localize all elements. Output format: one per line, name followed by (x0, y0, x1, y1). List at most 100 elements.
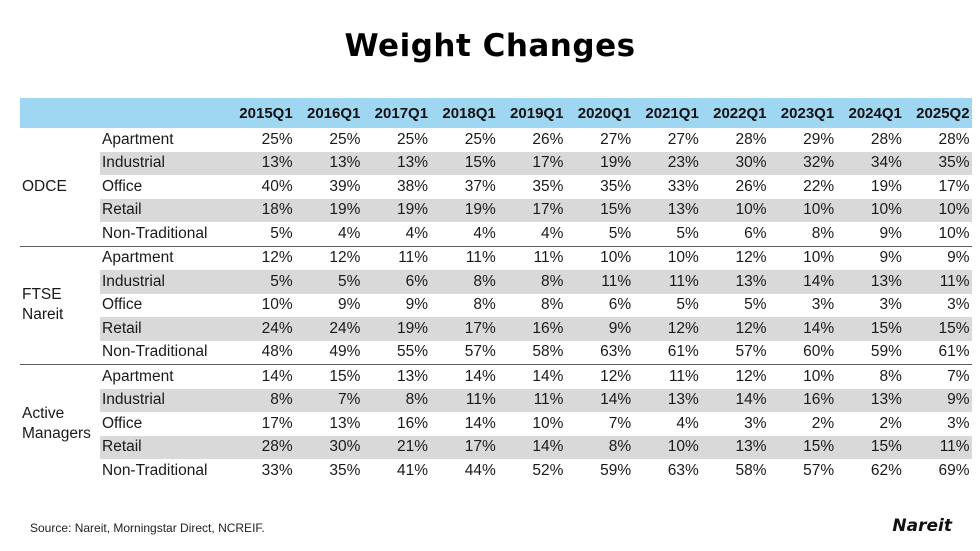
value-cell: 11% (362, 245, 431, 270)
sector-label: Office (102, 414, 143, 432)
value-cell: 13% (836, 388, 904, 412)
value-cell: 10% (768, 198, 837, 222)
column-header: 2020Q1 (565, 98, 634, 128)
value-cell: 30% (700, 151, 769, 175)
table-row: Non-Traditional 33% 35% 41% 44% 52% 59% 63% 58% 5… (20, 459, 972, 483)
table-row: Retail 24% 24% 19% 17% 16% 9% 12% 12% 14% 15% 15% (20, 317, 972, 341)
value-cell: 14% (497, 364, 566, 389)
sector-label: Apartment (100, 364, 227, 389)
value-cell: 21% (362, 435, 431, 459)
value-cell: 16% (768, 388, 837, 412)
value-cell: 14% (227, 364, 295, 389)
value-cell: 39% (329, 177, 361, 195)
value-cell: 18% (227, 198, 295, 222)
value-cell: 4% (676, 414, 699, 432)
value-cell: 29% (803, 130, 835, 148)
column-header: 2017Q1 (362, 98, 431, 128)
value-cell: 3% (744, 414, 767, 432)
value-cell: 12% (700, 364, 769, 389)
value-cell: 19% (294, 198, 363, 222)
table-row: Retail 18% 19% 19% 19% 17% 15% 13% 10% 10% 10% 10% (20, 198, 972, 222)
sector-label: Retail (100, 317, 227, 341)
value-cell: 15% (294, 364, 363, 389)
table-header-row: 2015Q1 2016Q1 2017Q1 2018Q1 2019Q1 2020Q1 2021… (20, 98, 972, 128)
value-cell: 13% (362, 364, 431, 389)
value-cell: 14% (768, 270, 837, 294)
value-cell: 14% (430, 364, 498, 389)
value-cell: 19% (870, 177, 902, 195)
table-row: Retail 28% 30% 21% 17% 14% 8% 10% 13% 15% 15% 11% (20, 435, 972, 459)
value-cell: 57% (464, 343, 496, 361)
value-cell: 11% (903, 270, 972, 294)
value-cell: 4% (405, 224, 429, 242)
value-cell: 9% (565, 317, 634, 341)
value-cell: 7% (608, 414, 632, 432)
value-cell: 11% (633, 364, 701, 389)
value-cell: 17% (938, 177, 970, 195)
value-cell: 24% (227, 317, 295, 341)
value-cell: 9% (836, 245, 904, 270)
value-cell: 16% (397, 414, 429, 432)
value-cell: 10% (633, 245, 701, 270)
sector-label: Non-Traditional (102, 343, 208, 361)
value-cell: 37% (464, 177, 496, 195)
value-cell: 61% (938, 343, 970, 361)
value-cell: 40% (261, 177, 293, 195)
value-cell: 5% (270, 224, 293, 242)
value-cell: 52% (532, 461, 564, 479)
table-row: FTSE Nareit Apartment 12% 12% 11% 11% 11% 10% 10%… (20, 245, 972, 365)
value-cell: 9% (903, 388, 972, 412)
value-cell: 28% (735, 130, 767, 148)
sector-label: Retail (100, 435, 227, 459)
value-cell: 7% (903, 364, 972, 389)
value-cell: 44% (464, 461, 496, 479)
value-cell: 11% (497, 245, 566, 270)
value-cell: 25% (464, 130, 496, 148)
value-cell: 9% (405, 296, 429, 314)
value-cell: 9% (903, 245, 972, 270)
value-cell: 5% (227, 270, 295, 294)
sector-label: Industrial (100, 270, 227, 294)
value-cell: 49% (329, 343, 361, 361)
group-label: FTSE Nareit (20, 245, 100, 365)
value-cell: 26% (735, 177, 767, 195)
source-note: Source: Nareit, Morningstar Direct, NCRE… (30, 521, 265, 535)
column-header: 2022Q1 (700, 98, 769, 128)
value-cell: 12% (700, 317, 769, 341)
value-cell: 5% (744, 296, 767, 314)
value-cell: 14% (464, 414, 496, 432)
value-cell: 63% (600, 343, 632, 361)
group-label: ODCE (22, 177, 67, 195)
value-cell: 4% (541, 224, 564, 242)
column-header: 2023Q1 (768, 98, 837, 128)
table-row: ODCE Apartment 25% 25% 25% 25% 26% 27% 27% 28% 29%… (20, 128, 972, 195)
value-cell: 12% (633, 317, 701, 341)
value-cell: 15% (903, 317, 972, 341)
value-cell: 10% (700, 198, 769, 222)
value-cell: 41% (397, 461, 429, 479)
value-cell: 22% (803, 177, 835, 195)
value-cell: 11% (633, 270, 701, 294)
sector-label: Industrial (100, 388, 227, 412)
value-cell: 57% (735, 343, 767, 361)
value-cell: 8% (430, 270, 498, 294)
sector-label: Apartment (100, 245, 227, 270)
value-cell: 15% (565, 198, 634, 222)
value-cell: 10% (768, 245, 837, 270)
value-cell: 3% (811, 296, 835, 314)
value-cell: 8% (227, 388, 295, 412)
value-cell: 33% (667, 177, 699, 195)
value-cell: 35% (600, 177, 632, 195)
value-cell: 59% (870, 343, 902, 361)
table-row: Industrial 8% 7% 8% 11% 11% 14% 13% 14% 16% 13% 9% (20, 388, 972, 412)
value-cell: 35% (532, 177, 564, 195)
value-cell: 13% (294, 151, 363, 175)
value-cell: 16% (497, 317, 566, 341)
value-cell: 58% (532, 343, 564, 361)
value-cell: 6% (362, 270, 431, 294)
value-cell: 8% (836, 364, 904, 389)
value-cell: 26% (532, 130, 564, 148)
value-cell: 28% (938, 130, 970, 148)
value-cell: 13% (700, 270, 769, 294)
value-cell: 59% (600, 461, 632, 479)
